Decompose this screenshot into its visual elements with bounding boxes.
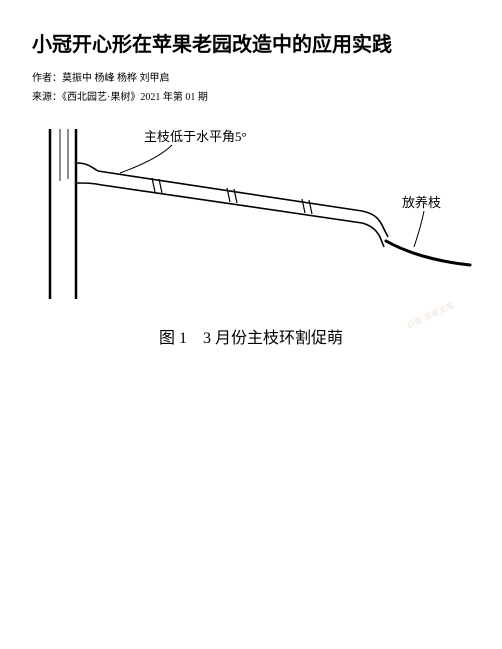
author-prefix: 作者： [32, 73, 62, 84]
source-prefix: 来源： [32, 92, 62, 103]
label-main-branch-angle: 主枝低于水平角5° [144, 129, 247, 144]
page-title: 小冠开心形在苹果老园改造中的应用实践 [32, 28, 470, 57]
branch-diagram: 主枝低于水平角5° 放养枝 [32, 121, 472, 301]
authors: 莫振中 杨峰 杨桦 刘甲启 [62, 73, 170, 84]
source: 《西北园艺·果树》2021 年第 01 期 [62, 92, 208, 103]
document-page: 小冠开心形在苹果老园改造中的应用实践 作者：莫振中 杨峰 杨桦 刘甲启 来源：《… [0, 0, 502, 376]
figure-1: 主枝低于水平角5° 放养枝 图 1 3 月份主枝环割促萌 [32, 121, 470, 348]
source-line: 来源：《西北园艺·果树》2021 年第 01 期 [32, 88, 470, 103]
author-line: 作者：莫振中 杨峰 杨桦 刘甲启 [32, 69, 470, 84]
label-free-branch: 放养枝 [402, 195, 441, 210]
figure-caption: 图 1 3 月份主枝环割促萌 [32, 324, 470, 348]
